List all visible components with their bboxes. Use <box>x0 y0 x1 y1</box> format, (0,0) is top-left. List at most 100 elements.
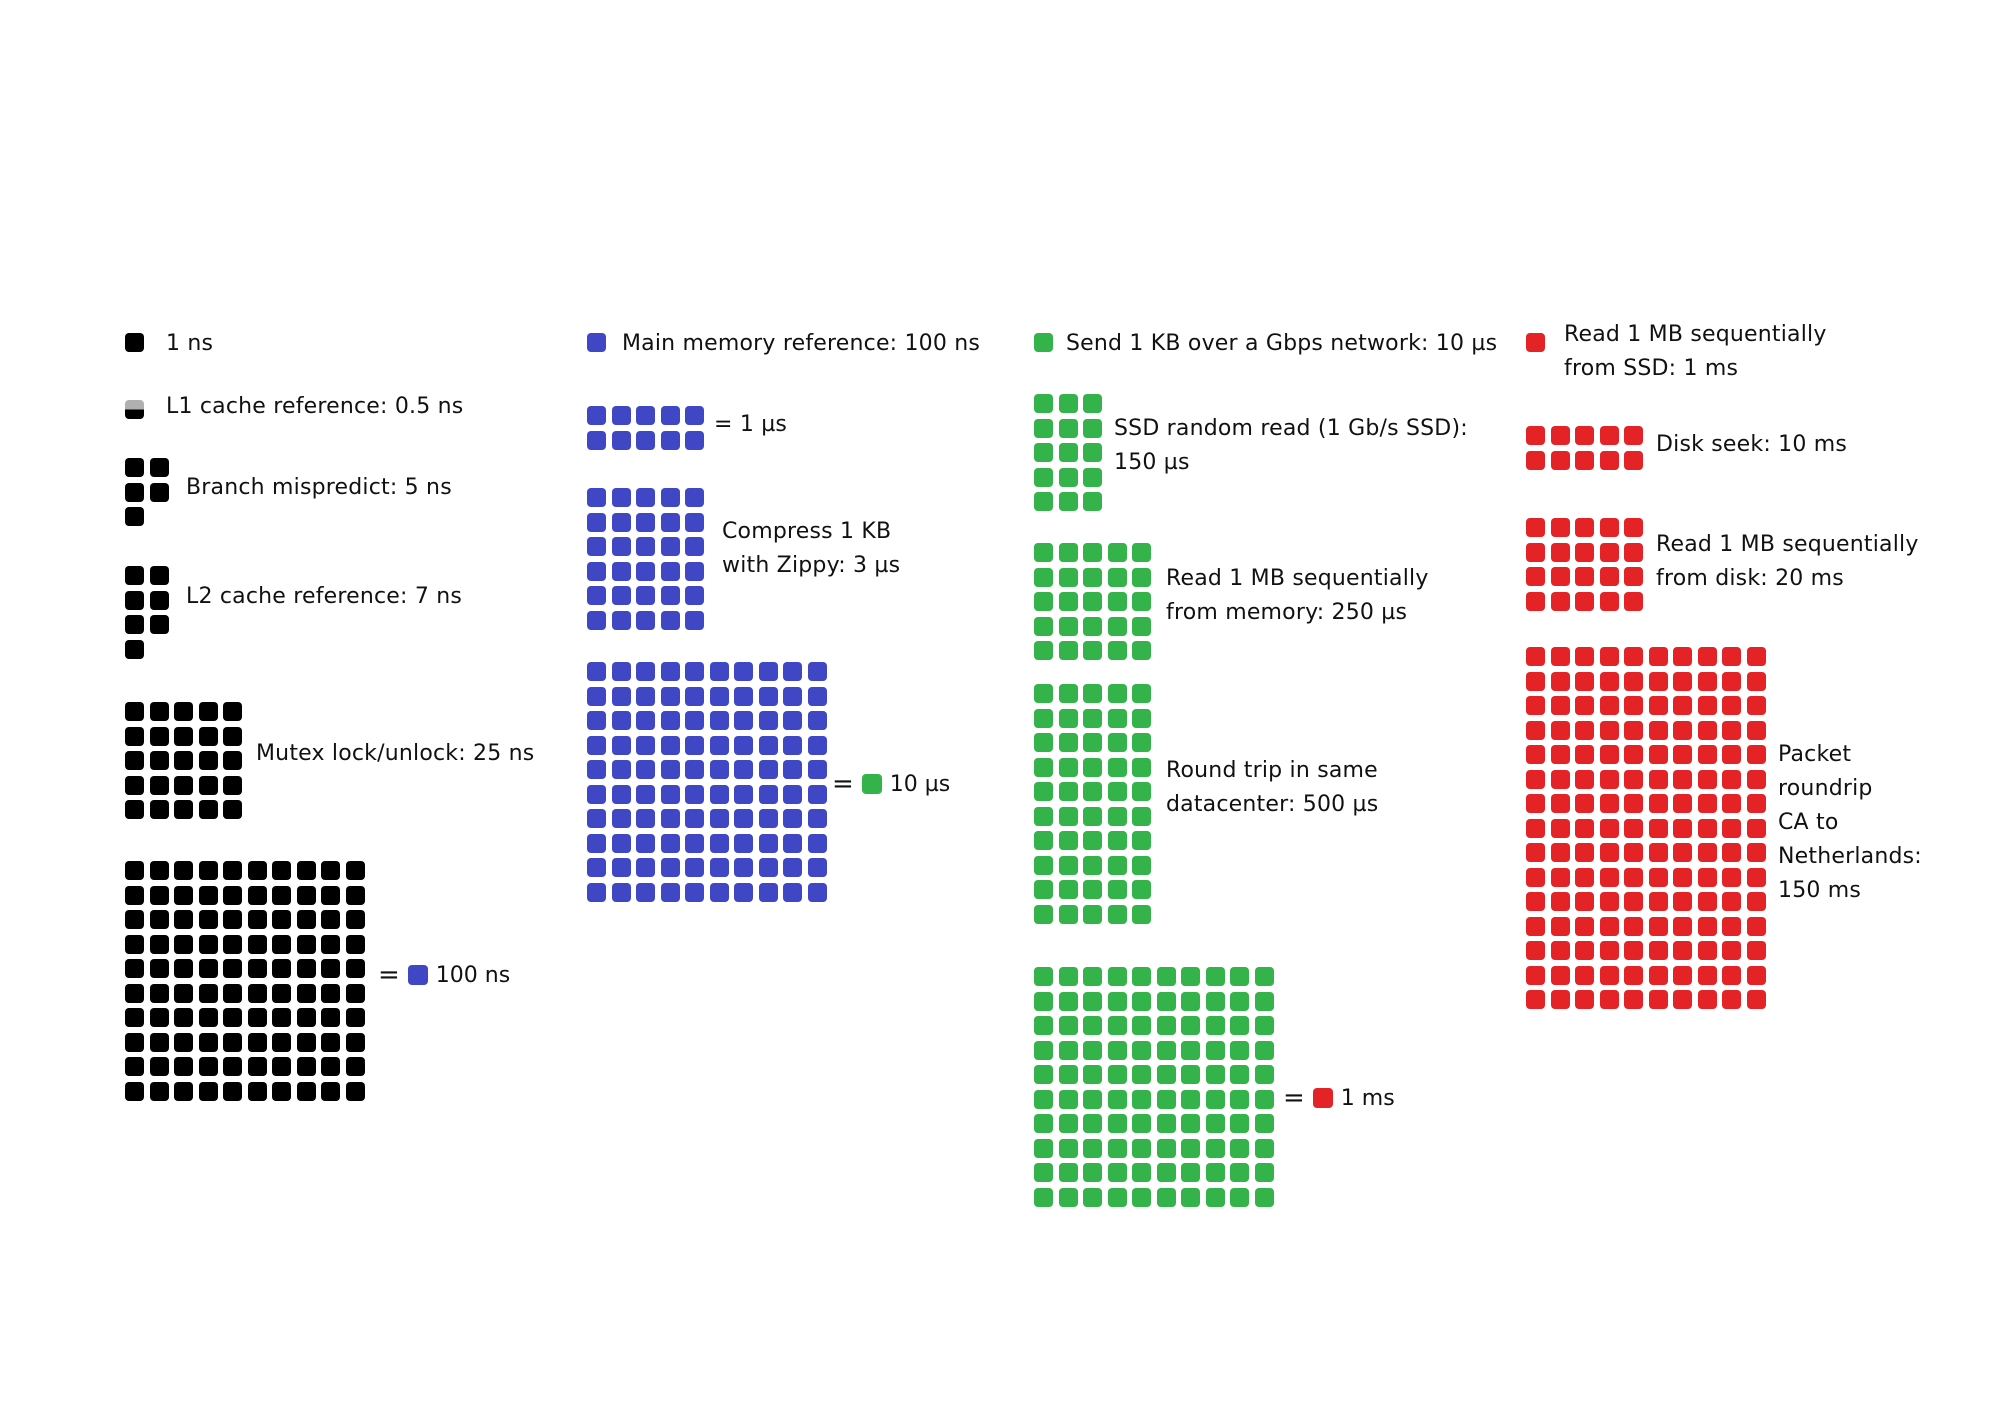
disk-seek-label: Disk seek: 10 ms <box>1656 432 1848 457</box>
latency-unit-square <box>345 934 365 954</box>
latency-unit-square <box>636 488 655 507</box>
latency-unit-square <box>611 882 631 902</box>
latency-unit-square <box>296 1008 316 1027</box>
latency-unit-square <box>1230 1187 1249 1207</box>
latency-unit-square <box>1722 794 1741 813</box>
latency-unit-square <box>1107 708 1127 728</box>
equals-sign: = <box>1283 1083 1305 1113</box>
latency-unit-square <box>1722 671 1741 691</box>
latency-unit-square <box>1550 696 1570 715</box>
latency-unit-square <box>1624 867 1643 887</box>
latency-unit-square <box>587 586 606 605</box>
latency-unit-square <box>1230 1114 1249 1133</box>
latency-unit-square <box>1673 794 1692 813</box>
latency-unit-square <box>149 482 169 502</box>
latency-unit-square <box>807 735 827 755</box>
latency-unit-square <box>223 1032 242 1052</box>
latency-unit-square <box>1722 818 1741 838</box>
latency-unit-square <box>636 858 655 877</box>
latency-unit-square <box>685 711 704 730</box>
latency-unit-square <box>174 983 193 1003</box>
latency-unit-square <box>174 861 193 880</box>
latency-unit-square <box>272 1008 291 1027</box>
latency-unit-square <box>1058 806 1078 826</box>
latency-unit-square <box>1526 333 1545 352</box>
latency-unit-square <box>636 586 655 605</box>
latency-unit-square <box>1648 818 1668 838</box>
latency-unit-square <box>1107 831 1127 850</box>
latency-unit-square <box>783 686 802 706</box>
latency-unit-square <box>247 1008 267 1027</box>
latency-unit-square <box>1107 967 1127 986</box>
ns-hundred-equivalence: = 100 ns <box>378 960 510 990</box>
latency-unit-square <box>1254 1065 1274 1084</box>
latency-unit-square <box>1156 1016 1176 1035</box>
latency-unit-square <box>1058 467 1078 487</box>
latency-unit-square <box>1526 867 1545 887</box>
latency-unit-square <box>1722 990 1741 1009</box>
latency-unit-square <box>1034 684 1053 703</box>
latency-unit-square <box>660 561 680 581</box>
latency-unit-square <box>1230 1040 1249 1060</box>
latency-unit-square <box>1083 1114 1102 1133</box>
latency-unit-square <box>1599 567 1619 586</box>
latency-unit-square <box>660 858 680 877</box>
latency-unit-square <box>1599 892 1619 911</box>
latency-unit-square <box>1624 518 1643 537</box>
latency-unit-square <box>149 861 169 880</box>
latency-unit-square <box>783 784 802 804</box>
latency-unit-square <box>272 1081 291 1101</box>
latency-unit-square <box>685 784 704 804</box>
latency-unit-square <box>783 760 802 779</box>
latency-unit-square <box>1083 831 1102 850</box>
latency-unit-square <box>1230 991 1249 1011</box>
latency-unit-square <box>247 959 267 978</box>
latency-unit-square <box>149 959 169 978</box>
latency-unit-square <box>247 1032 267 1052</box>
latency-unit-square <box>296 983 316 1003</box>
latency-unit-square <box>296 885 316 905</box>
latency-unit-square <box>1526 647 1545 666</box>
latency-unit-square <box>174 1081 193 1101</box>
latency-unit-square <box>1624 794 1643 813</box>
latency-unit-square <box>321 885 340 905</box>
latency-unit-square <box>1132 1138 1151 1158</box>
latency-unit-square <box>1697 916 1717 936</box>
latency-unit-square <box>1132 991 1151 1011</box>
latency-unit-square <box>125 458 144 477</box>
latency-unit-square <box>223 775 242 795</box>
latency-unit-square <box>174 1032 193 1052</box>
latency-unit-square <box>1083 567 1102 587</box>
latency-unit-square <box>1550 818 1570 838</box>
latency-unit-square <box>1205 1163 1225 1182</box>
latency-unit-square <box>125 639 144 659</box>
latency-unit-square <box>149 1057 169 1076</box>
latency-unit-square <box>174 1008 193 1027</box>
latency-unit-square <box>685 809 704 828</box>
read-disk-label: Read 1 MB sequentially from disk: 20 ms <box>1656 532 1919 591</box>
latency-unit-square <box>1156 1089 1176 1109</box>
latency-unit-square <box>611 711 631 730</box>
latency-unit-square <box>636 711 655 730</box>
latency-unit-square <box>1058 394 1078 413</box>
latency-unit-square <box>807 711 827 730</box>
latency-unit-square <box>1526 591 1545 611</box>
latency-unit-square <box>125 507 144 526</box>
latency-unit-square <box>807 784 827 804</box>
latency-unit-square <box>296 1081 316 1101</box>
latency-unit-square <box>1599 990 1619 1009</box>
latency-unit-square <box>660 686 680 706</box>
latency-unit-square <box>125 726 144 746</box>
latency-unit-square <box>125 482 144 502</box>
latency-unit-square <box>1107 855 1127 875</box>
latency-unit-square <box>1083 880 1102 899</box>
latency-unit-square <box>1526 696 1545 715</box>
latency-unit-square <box>1034 855 1053 875</box>
latency-unit-square <box>149 458 169 477</box>
latency-unit-square <box>1697 892 1717 911</box>
latency-unit-square <box>734 686 753 706</box>
latency-unit-square <box>1034 443 1053 462</box>
latency-unit-square <box>174 800 193 819</box>
latency-unit-square <box>1205 1114 1225 1133</box>
latency-unit-square <box>198 1032 218 1052</box>
